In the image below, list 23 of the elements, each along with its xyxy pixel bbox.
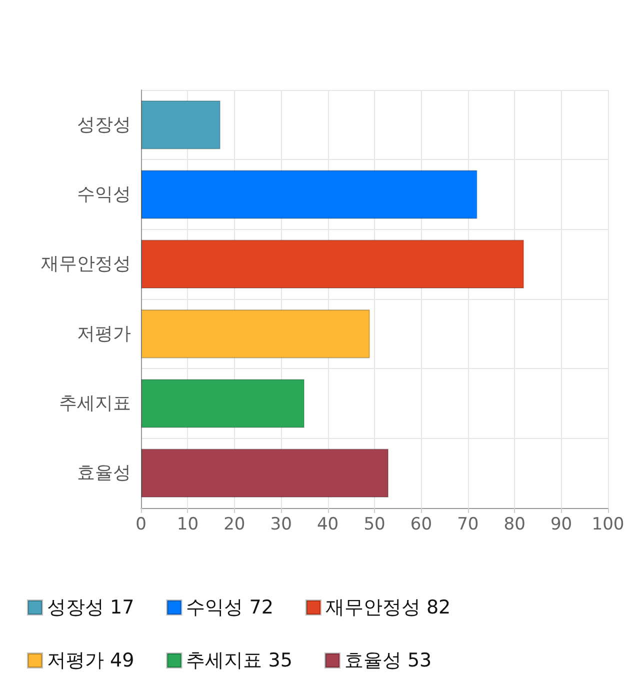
y-tick-label: 성장성 — [77, 114, 131, 136]
legend-label: 성장성 17 — [47, 596, 134, 618]
x-tick-label: 90 — [550, 514, 572, 534]
x-tick-label: 50 — [364, 514, 386, 534]
x-tick-label: 40 — [316, 514, 339, 534]
legend-label: 수익성 72 — [186, 596, 274, 618]
legend-label: 효율성 53 — [344, 650, 432, 672]
y-tick-label: 수익성 — [77, 184, 131, 205]
legend-label: 추세지표 35 — [186, 650, 292, 672]
y-tick-label: 추세지표 — [59, 393, 131, 414]
legend-label: 재무안정성 82 — [325, 596, 451, 618]
x-tick-label: 80 — [504, 514, 526, 534]
y-tick-label: 효율성 — [77, 462, 131, 484]
x-tick-label: 10 — [176, 514, 199, 534]
y-tick-label: 재무안정성 — [41, 254, 131, 275]
legend-label: 저평가 49 — [47, 650, 134, 672]
x-tick-label: 70 — [457, 514, 479, 534]
x-tick-label: 30 — [270, 514, 292, 534]
x-tick-label: 20 — [224, 514, 246, 534]
y-tick-label: 저평가 — [77, 323, 131, 344]
x-tick-label: 60 — [410, 514, 432, 534]
x-tick-label: 0 — [136, 514, 146, 534]
x-tick-label: 100 — [592, 514, 624, 534]
